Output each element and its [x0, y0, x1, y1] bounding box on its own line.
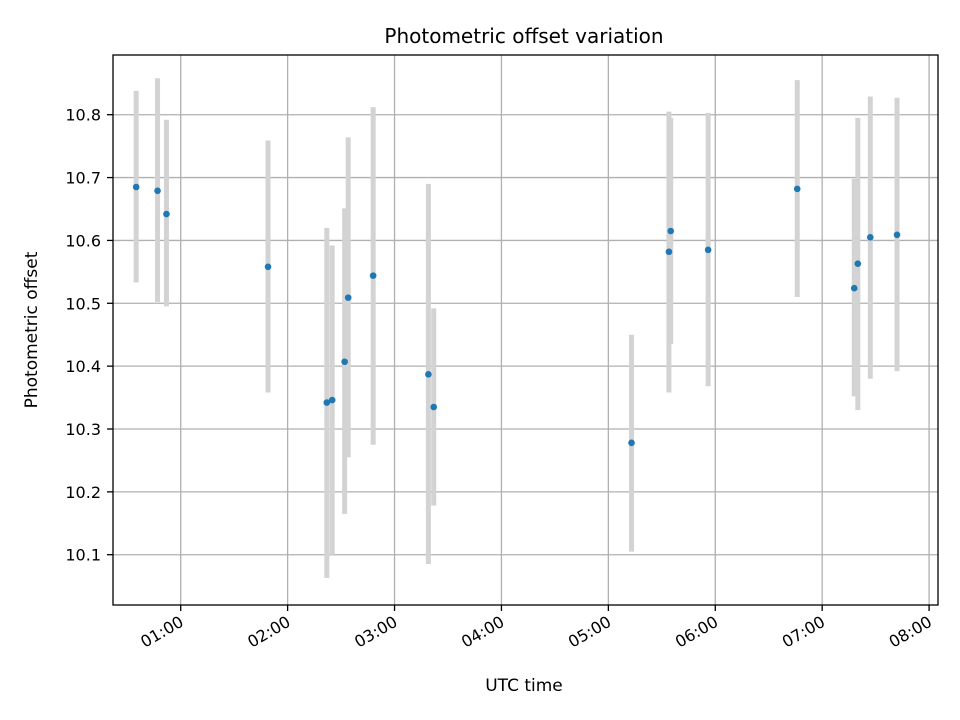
plot-frame: [112, 54, 939, 606]
y-tick-label: 10.4: [65, 357, 101, 376]
data-point: [328, 396, 336, 404]
y-tick-label: 10.2: [65, 483, 101, 502]
x-axis-label: UTC time: [485, 676, 563, 696]
data-point: [430, 403, 438, 411]
data-point: [665, 248, 673, 256]
data-point: [628, 439, 635, 447]
data-point: [854, 260, 862, 267]
data-point: [154, 187, 161, 195]
y-tick-label: 10.5: [65, 294, 101, 313]
data-point: [850, 284, 858, 292]
y-tick-label: 10.7: [65, 169, 101, 188]
data-point: [893, 231, 901, 239]
y-axis-label: Photometric offset: [22, 251, 42, 408]
data-point: [425, 371, 432, 378]
data-point: [341, 358, 348, 366]
data-point: [323, 399, 331, 406]
data-points: [132, 183, 901, 447]
data-point: [793, 185, 801, 193]
y-tick-label: 10.8: [65, 106, 101, 125]
data-point: [667, 227, 675, 235]
data-point: [264, 263, 272, 271]
data-point: [866, 233, 874, 241]
data-point: [369, 272, 377, 279]
data-point: [704, 246, 712, 254]
grid: [113, 55, 938, 605]
data-point: [344, 294, 352, 301]
y-tick-label: 10.6: [65, 231, 101, 250]
y-tick-label: 10.1: [65, 546, 101, 565]
y-tick-label: 10.3: [65, 420, 101, 439]
data-point: [163, 210, 170, 218]
data-point: [132, 183, 140, 191]
chart-title: Photometric offset variation: [384, 24, 663, 48]
